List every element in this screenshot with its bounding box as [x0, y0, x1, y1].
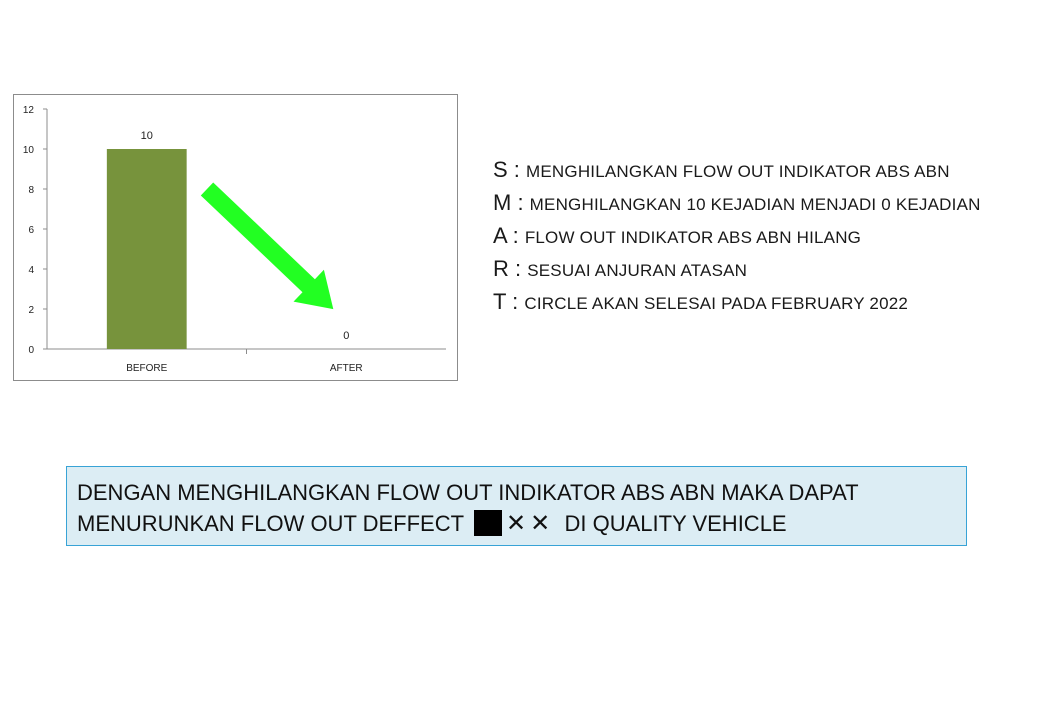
y-tick-label: 10 [23, 145, 35, 156]
y-tick-label: 2 [28, 305, 34, 316]
smart-item-m: M : MENGHILANGKAN 10 KEJADIAN MENJADI 0 … [493, 190, 1033, 223]
x-category-label: BEFORE [126, 363, 167, 374]
smart-text: MENGHILANGKAN FLOW OUT INDIKATOR ABS ABN [526, 162, 950, 181]
conclusion-line-1: DENGAN MENGHILANGKAN FLOW OUT INDIKATOR … [77, 480, 859, 505]
redaction-block [474, 510, 503, 536]
conclusion-text-end: DI QUALITY VEHICLE [564, 511, 787, 536]
smart-separator: : [506, 223, 525, 248]
smart-text: MENGHILANGKAN 10 KEJADIAN MENJADI 0 KEJA… [529, 195, 981, 214]
y-tick-label: 4 [28, 265, 34, 276]
y-tick-label: 0 [28, 345, 34, 356]
y-tick-label: 8 [28, 185, 34, 196]
smart-item-r: R : SESUAI ANJURAN ATASAN [493, 256, 1033, 289]
conclusion-text-start: MENURUNKAN FLOW OUT DEFFECT [77, 511, 465, 536]
smart-list: S : MENGHILANGKAN FLOW OUT INDIKATOR ABS… [493, 157, 1033, 322]
smart-letter: R [493, 256, 509, 281]
smart-separator: : [511, 190, 530, 215]
smart-text: SESUAI ANJURAN ATASAN [527, 261, 748, 280]
smart-text: CIRCLE AKAN SELESAI PADA FEBRUARY 2022 [524, 294, 909, 313]
smart-letter: A [493, 223, 507, 248]
smart-letter: S [493, 157, 508, 182]
smart-separator: : [508, 256, 528, 281]
conclusion-line-2: MENURUNKAN FLOW OUT DEFFECT ✕ ✕ DI QUALITY… [77, 508, 956, 539]
chart-svg: 0 2 4 6 8 10 12 10 BEFORE 0 AFTER [23, 105, 446, 374]
redaction-x-icon: ✕ [530, 510, 551, 537]
smart-item-a: A : FLOW OUT INDIKATOR ABS ABN HILANG [493, 223, 1033, 256]
data-label: 0 [343, 330, 349, 342]
bar-before [106, 149, 187, 349]
conclusion-box: DENGAN MENGHILANGKAN FLOW OUT INDIKATOR … [66, 466, 967, 546]
bar-chart: 0 2 4 6 8 10 12 10 BEFORE 0 AFTER [13, 94, 458, 381]
smart-separator: : [506, 289, 525, 314]
y-tick-label: 6 [28, 225, 34, 236]
smart-letter: M [493, 190, 512, 215]
down-arrow-icon [200, 182, 334, 310]
smart-text: FLOW OUT INDIKATOR ABS ABN HILANG [524, 228, 862, 247]
smart-item-t: T : CIRCLE AKAN SELESAI PADA FEBRUARY 20… [493, 289, 1033, 322]
smart-letter: T [493, 289, 507, 314]
redaction-x-icon: ✕ [506, 510, 527, 537]
smart-item-s: S : MENGHILANGKAN FLOW OUT INDIKATOR ABS… [493, 157, 1033, 190]
smart-separator: : [507, 157, 527, 182]
data-label: 10 [141, 130, 153, 142]
y-tick-label: 12 [23, 105, 35, 116]
x-category-label: AFTER [330, 363, 363, 374]
